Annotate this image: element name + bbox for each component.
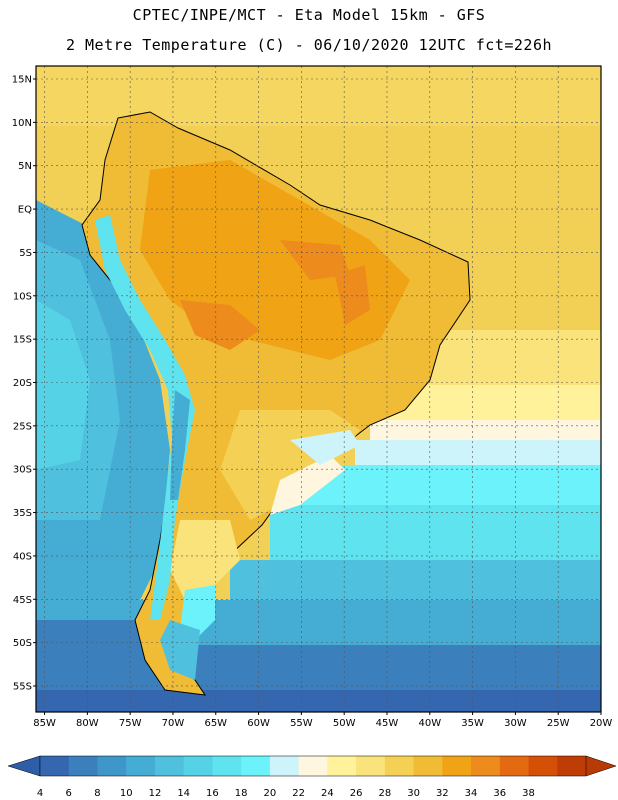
colorbar-tick-label: 28 xyxy=(378,788,391,799)
lon-tick-label: 45W xyxy=(376,718,399,729)
colorbar-tick-label: 32 xyxy=(436,788,449,799)
colorbar-border xyxy=(39,755,587,777)
lat-tick-label: 5S xyxy=(19,248,32,259)
colorbar-max-arrow xyxy=(585,755,617,777)
lat-tick-label: 35S xyxy=(13,508,32,519)
lat-tick-label: EQ xyxy=(18,205,32,216)
lat-tick-label: 40S xyxy=(13,551,32,562)
lon-tick-label: 65W xyxy=(204,718,227,729)
colorbar-swatch xyxy=(241,756,271,776)
south-america-land xyxy=(81,111,471,696)
colorbar-min-arrow xyxy=(7,755,41,777)
colorbar-swatch xyxy=(413,756,443,776)
colorbar-swatch xyxy=(298,756,328,776)
lat-tick-label: 15S xyxy=(13,335,32,346)
colorbar-tick-label: 34 xyxy=(465,788,478,799)
lon-tick-label: 70W xyxy=(162,718,185,729)
colorbar-tick-label: 38 xyxy=(522,788,535,799)
lon-tick-label: 25W xyxy=(547,718,570,729)
colorbar-tick-label: 4 xyxy=(37,788,43,799)
lon-tick-label: 30W xyxy=(504,718,527,729)
colorbar-tick-label: 22 xyxy=(292,788,305,799)
longitude-labels: 85W 80W 75W 70W 65W 60W 55W 50W 45W 40W 35W 30W 25W 2… xyxy=(33,712,612,729)
colorbar-swatch xyxy=(528,756,558,776)
lon-tick-label: 55W xyxy=(290,718,313,729)
lat-tick-label: 30S xyxy=(13,465,32,476)
latitude-labels: 15N 10N 5N EQ 5S 10S 15S 20S 25S 30S 35S 40S 45S 50S 5… xyxy=(12,75,36,692)
colorbar-swatch xyxy=(557,756,587,776)
lat-tick-label: 55S xyxy=(13,681,32,692)
colorbar-tick-label: 18 xyxy=(235,788,248,799)
lon-tick-label: 75W xyxy=(119,718,142,729)
colorbar-swatch xyxy=(126,756,156,776)
colorbar-swatch xyxy=(183,756,213,776)
colorbar-swatch xyxy=(384,756,414,776)
colorbar-swatch xyxy=(327,756,357,776)
colorbar-tick-label: 36 xyxy=(493,788,506,799)
lon-tick-label: 50W xyxy=(333,718,356,729)
lon-tick-label: 80W xyxy=(76,718,99,729)
colorbar-tick-label: 26 xyxy=(350,788,363,799)
lon-tick-label: 40W xyxy=(418,718,441,729)
colorbar-tick-label: 12 xyxy=(149,788,162,799)
graticule xyxy=(36,66,601,712)
colorbar-swatch xyxy=(356,756,386,776)
map-frame xyxy=(35,65,602,713)
lat-tick-label: 45S xyxy=(13,595,32,606)
colorbar-tick-label: 24 xyxy=(321,788,334,799)
colorbar-swatch xyxy=(471,756,501,776)
lat-tick-label: 5N xyxy=(18,161,32,172)
colorbar-swatch xyxy=(212,756,242,776)
lat-tick-label: 10N xyxy=(12,118,32,129)
lat-tick-label: 10S xyxy=(13,291,32,302)
lat-tick-label: 15N xyxy=(12,75,32,86)
lat-tick-label: 50S xyxy=(13,638,32,649)
lon-tick-label: 60W xyxy=(247,718,270,729)
map-title-line2: 2 Metre Temperature (C) - 06/10/2020 12U… xyxy=(65,36,553,54)
colorbar-swatch xyxy=(442,756,472,776)
lon-tick-label: 35W xyxy=(461,718,484,729)
colorbar-swatch xyxy=(68,756,98,776)
colorbar: 4 6 8 10 12 14 16 18 20 22 24 26 28 30 32 34 36 38 xyxy=(7,755,617,799)
lat-tick-label: 20S xyxy=(13,378,32,389)
colorbar-tick-label: 16 xyxy=(206,788,219,799)
colorbar-tick-label: 30 xyxy=(407,788,420,799)
colorbar-swatch xyxy=(499,756,529,776)
colorbar-tick-label: 14 xyxy=(177,788,190,799)
colorbar-swatch xyxy=(97,756,127,776)
colorbar-swatch xyxy=(40,756,70,776)
map-title-line1: CPTEC/INPE/MCT - Eta Model 15km - GFS xyxy=(132,6,486,24)
lat-tick-label: 25S xyxy=(13,421,32,432)
colorbar-swatch xyxy=(269,756,300,776)
colorbar-swatch xyxy=(154,756,185,776)
colorbar-tick-label: 10 xyxy=(120,788,133,799)
lon-tick-label: 85W xyxy=(33,718,56,729)
colorbar-tick-label: 20 xyxy=(264,788,277,799)
colorbar-tick-label: 8 xyxy=(94,788,100,799)
colorbar-tick-label: 6 xyxy=(66,788,72,799)
lon-tick-label: 20W xyxy=(590,718,613,729)
